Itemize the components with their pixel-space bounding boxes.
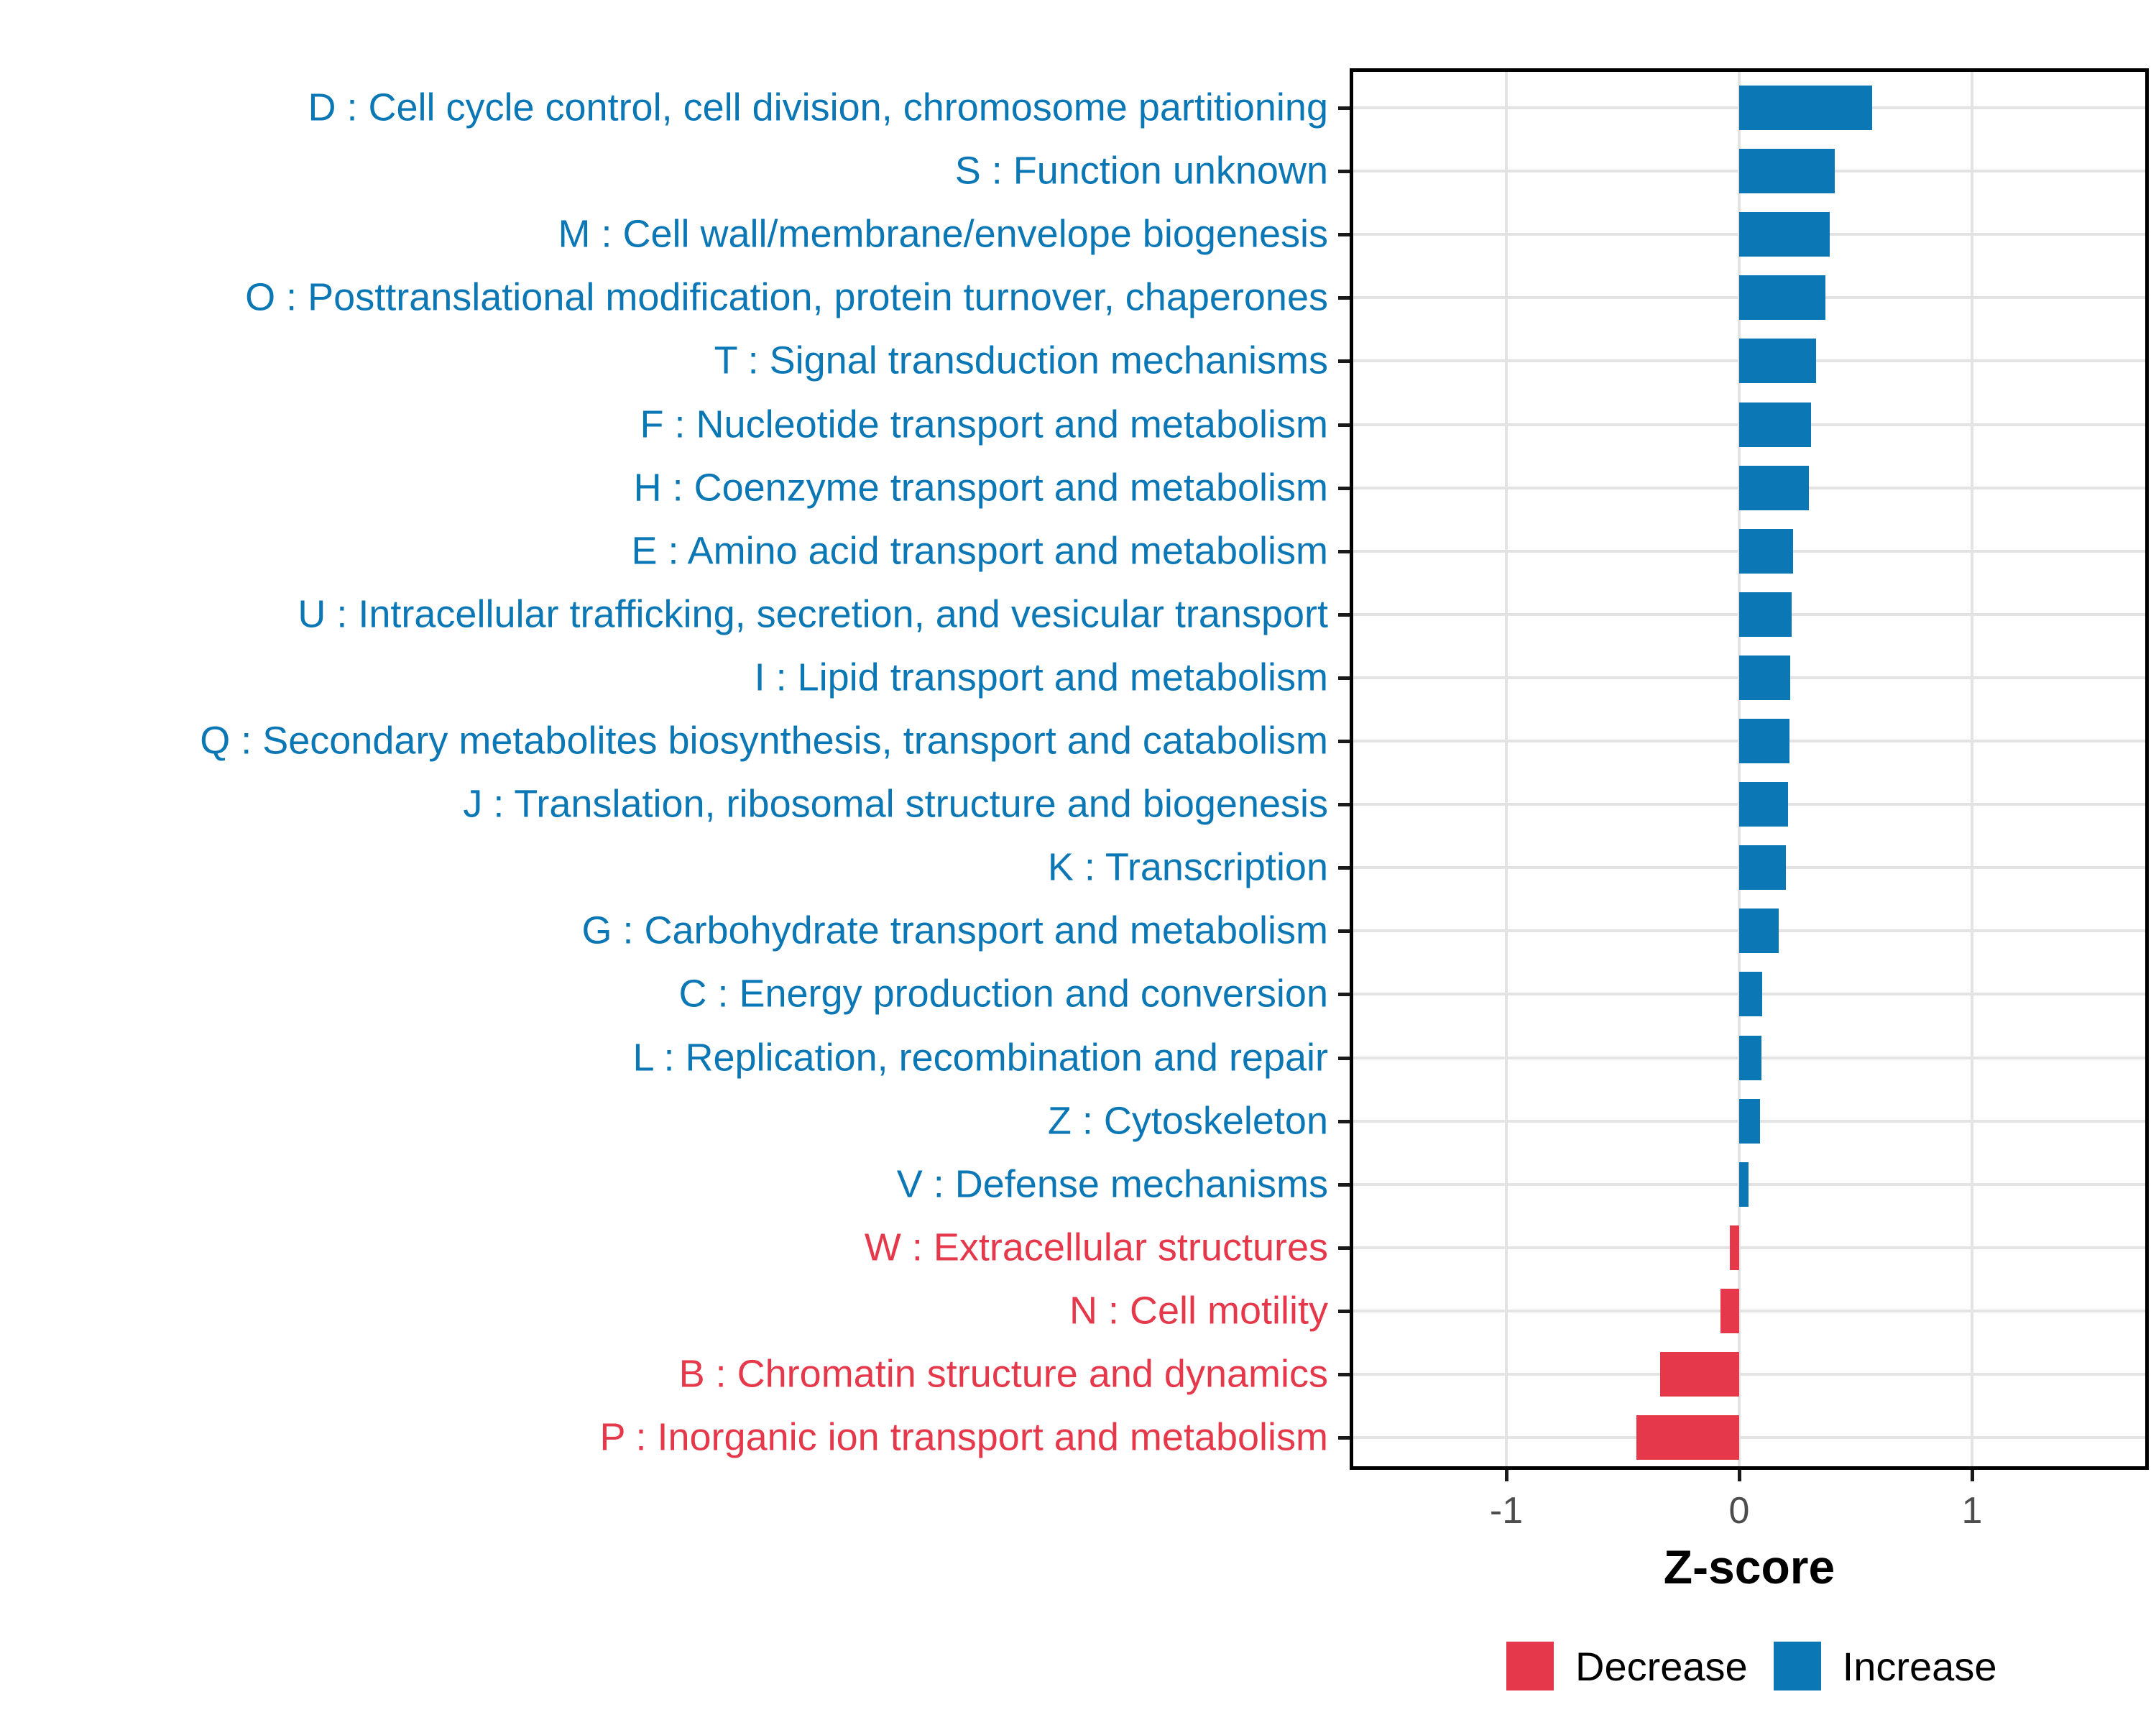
y-axis-tick — [1338, 549, 1350, 553]
major-gridline-horizontal — [1353, 1436, 2145, 1440]
legend-key-decrease — [1506, 1642, 1554, 1690]
y-axis-tick — [1338, 1309, 1350, 1313]
category-label: G : Carbohydrate transport and metabolis… — [581, 908, 1329, 952]
y-axis-tick — [1338, 929, 1350, 934]
x-axis-title: Z-score — [1663, 1540, 1835, 1593]
y-axis-tick — [1338, 106, 1350, 110]
y-axis-tick — [1338, 740, 1350, 743]
bar — [1739, 655, 1791, 700]
bar — [1739, 592, 1792, 637]
bar — [1739, 1098, 1761, 1144]
legend: Decrease Increase — [1506, 1642, 1996, 1690]
bar — [1659, 1352, 1739, 1397]
y-axis-tick — [1338, 1246, 1350, 1250]
major-gridline-horizontal — [1353, 1373, 2145, 1376]
bar — [1739, 149, 1835, 194]
y-axis-tick — [1338, 676, 1350, 680]
bar — [1739, 212, 1830, 257]
category-label: V : Defense mechanisms — [896, 1162, 1328, 1205]
y-axis-tick — [1338, 1436, 1350, 1440]
category-label: P : Inorganic ion transport and metaboli… — [599, 1415, 1328, 1459]
y-axis-tick — [1338, 1373, 1350, 1376]
y-axis-tick — [1338, 1056, 1350, 1060]
y-axis-tick — [1338, 423, 1350, 427]
category-label: T : Signal transduction mechanisms — [714, 339, 1328, 382]
y-axis-tick — [1338, 612, 1350, 617]
x-axis-tick — [1971, 1470, 1974, 1481]
category-label: C : Energy production and conversion — [678, 972, 1328, 1016]
y-axis-tick — [1338, 170, 1350, 174]
category-label: Z : Cytoskeleton — [1047, 1098, 1328, 1142]
category-label: N : Cell motility — [1069, 1289, 1328, 1333]
category-label: H : Coenzyme transport and metabolism — [633, 465, 1328, 509]
category-label: L : Replication, recombination and repai… — [632, 1035, 1328, 1079]
major-gridline-horizontal — [1353, 1182, 2145, 1186]
y-axis-tick — [1338, 296, 1350, 300]
bar — [1739, 275, 1825, 321]
category-label: F : Nucleotide transport and metabolism — [640, 402, 1328, 446]
bar — [1739, 528, 1793, 574]
major-gridline-horizontal — [1353, 1246, 2145, 1249]
legend-label: Increase — [1842, 1643, 1997, 1689]
bar — [1739, 86, 1872, 130]
legend-item-decrease: Decrease — [1506, 1642, 1748, 1690]
bar — [1739, 1162, 1749, 1207]
major-gridline-vertical — [1738, 72, 1741, 1466]
legend-item-increase: Increase — [1773, 1642, 1997, 1690]
category-label: I : Lipid transport and metabolism — [754, 656, 1328, 699]
y-axis-tick — [1338, 233, 1350, 237]
y-axis-tick — [1338, 1182, 1350, 1187]
category-label: B : Chromatin structure and dynamics — [678, 1352, 1328, 1396]
bar — [1739, 1035, 1761, 1080]
category-label: E : Amino acid transport and metabolism — [631, 528, 1328, 572]
bar — [1739, 972, 1763, 1017]
bar — [1739, 908, 1779, 954]
category-label: Q : Secondary metabolites biosynthesis, … — [200, 719, 1328, 763]
bar — [1739, 719, 1789, 763]
x-axis-tick-label: 1 — [1961, 1490, 1983, 1532]
category-label: J : Translation, ribosomal structure and… — [463, 782, 1328, 826]
bar — [1739, 339, 1816, 384]
x-axis-tick-label: -1 — [1489, 1490, 1524, 1532]
category-label: S : Function unknown — [954, 149, 1328, 193]
major-gridline-vertical — [1971, 72, 1973, 1466]
x-axis-tick — [1505, 1470, 1508, 1481]
y-axis-tick — [1338, 866, 1350, 870]
category-label: D : Cell cycle control, cell division, c… — [308, 86, 1328, 129]
bar — [1720, 1288, 1739, 1333]
y-axis-tick — [1338, 803, 1350, 807]
y-axis-tick — [1338, 993, 1350, 997]
legend-key-increase — [1773, 1642, 1821, 1690]
x-axis-tick — [1738, 1470, 1741, 1481]
y-axis-tick — [1338, 359, 1350, 364]
category-label: U : Intracellular trafficking, secretion… — [298, 592, 1328, 636]
bar — [1739, 465, 1810, 510]
x-axis-tick-label: 0 — [1728, 1490, 1750, 1532]
major-gridline-horizontal — [1353, 1309, 2145, 1312]
y-axis-tick — [1338, 486, 1350, 490]
bar — [1636, 1415, 1739, 1460]
y-axis-tick — [1338, 1119, 1350, 1123]
bar — [1739, 845, 1786, 891]
legend-label: Decrease — [1575, 1643, 1748, 1689]
category-label: W : Extracellular structures — [864, 1225, 1328, 1269]
major-gridline-vertical — [1505, 72, 1508, 1466]
plot-panel — [1350, 68, 2149, 1470]
bar — [1730, 1225, 1739, 1270]
category-label: K : Transcription — [1047, 845, 1328, 889]
category-label: O : Posttranslational modification, prot… — [245, 275, 1328, 319]
bar — [1739, 782, 1789, 827]
category-label: M : Cell wall/membrane/envelope biogenes… — [558, 212, 1328, 256]
bar — [1739, 402, 1812, 447]
